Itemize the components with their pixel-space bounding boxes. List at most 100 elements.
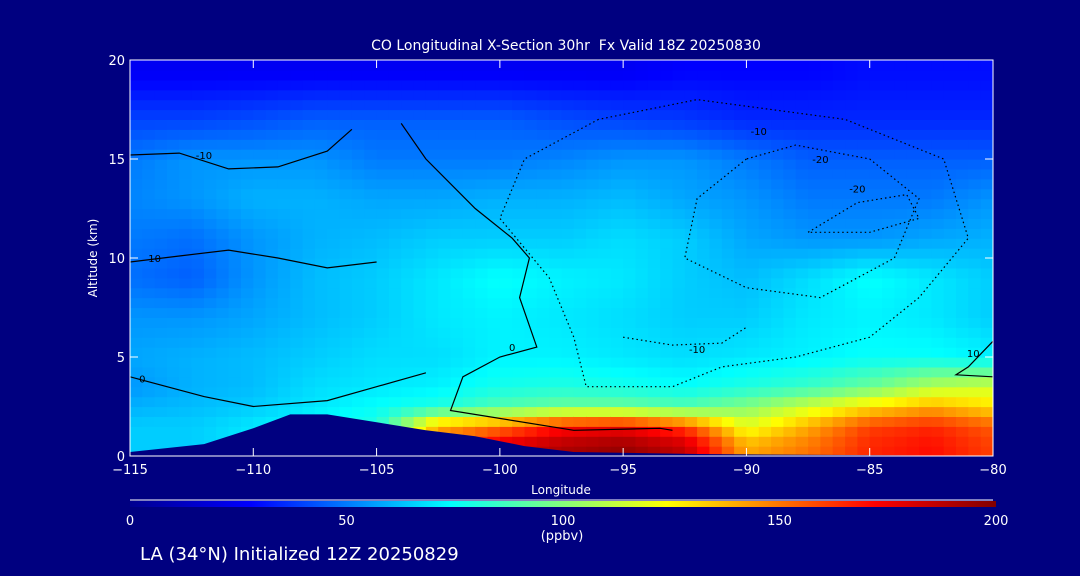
- field-cell: [672, 446, 686, 456]
- field-cell: [191, 188, 205, 200]
- field-cell: [142, 248, 156, 259]
- field-cell: [820, 376, 834, 388]
- contour-line: [130, 128, 353, 170]
- field-cell: [142, 188, 156, 200]
- field-cell: [635, 198, 649, 210]
- field-cell: [845, 89, 858, 101]
- field-cell: [919, 188, 932, 200]
- field-cell: [980, 149, 993, 160]
- field-cell: [413, 238, 427, 249]
- field-cell: [241, 366, 254, 378]
- field-cell: [204, 376, 217, 388]
- field-cell: [635, 188, 649, 200]
- field-cell: [623, 89, 636, 101]
- field-cell: [167, 79, 180, 91]
- field-cell: [598, 119, 612, 130]
- field-cell: [980, 376, 993, 388]
- field-cell: [586, 228, 600, 239]
- field-cell: [277, 99, 291, 111]
- field-cell: [241, 60, 254, 71]
- field-cell: [154, 317, 168, 328]
- field-cell: [475, 277, 489, 289]
- field-cell: [388, 79, 402, 91]
- field-cell: [253, 119, 267, 130]
- field-cell: [228, 416, 242, 427]
- field-cell: [499, 287, 513, 299]
- field-cell: [746, 277, 760, 289]
- field-cell: [869, 267, 883, 279]
- field-cell: [314, 79, 328, 91]
- field-cell: [598, 416, 612, 427]
- field-cell: [734, 69, 747, 81]
- field-cell: [425, 416, 439, 427]
- field-cell: [610, 149, 624, 160]
- field-cell: [536, 277, 550, 289]
- field-cell: [647, 89, 661, 101]
- field-cell: [462, 317, 476, 328]
- field-cell: [191, 347, 205, 358]
- field-cell: [154, 79, 168, 91]
- field-cell: [709, 416, 723, 427]
- field-cell: [697, 119, 710, 130]
- field-cell: [425, 258, 439, 269]
- field-cell: [573, 258, 587, 269]
- field-cell: [857, 218, 871, 229]
- field-cell: [204, 139, 217, 150]
- field-cell: [845, 79, 858, 91]
- field-cell: [598, 357, 612, 368]
- field-cell: [771, 297, 784, 309]
- field-cell: [783, 307, 797, 318]
- field-cell: [980, 79, 993, 91]
- field-cell: [968, 406, 982, 417]
- field-cell: [734, 317, 747, 328]
- field-cell: [783, 337, 797, 348]
- field-cell: [845, 258, 858, 269]
- field-cell: [610, 119, 624, 130]
- field-cell: [302, 366, 316, 378]
- field-cell: [327, 258, 341, 269]
- field-cell: [450, 129, 464, 140]
- field-cell: [906, 307, 920, 318]
- field-cell: [771, 149, 784, 160]
- field-cell: [758, 60, 772, 71]
- field-cell: [734, 188, 747, 200]
- field-cell: [845, 386, 858, 398]
- field-cell: [167, 228, 180, 239]
- field-cell: [783, 446, 797, 456]
- field-cell: [475, 327, 489, 338]
- field-cell: [684, 287, 698, 299]
- field-cell: [672, 347, 686, 358]
- field-cell: [943, 228, 957, 239]
- field-cell: [647, 327, 661, 338]
- field-cell: [771, 307, 784, 318]
- field-cell: [327, 79, 341, 91]
- field-cell: [943, 258, 957, 269]
- field-cell: [684, 228, 698, 239]
- field-cell: [438, 317, 452, 328]
- field-cell: [314, 317, 328, 328]
- field-cell: [635, 139, 649, 150]
- field-cell: [364, 396, 378, 408]
- field-cell: [327, 406, 341, 417]
- field-cell: [919, 89, 932, 101]
- field-cell: [499, 267, 513, 279]
- field-cell: [253, 109, 267, 120]
- field-cell: [635, 406, 649, 417]
- field-cell: [302, 139, 316, 150]
- field-cell: [438, 178, 452, 190]
- field-cell: [697, 307, 710, 318]
- field-cell: [919, 139, 932, 150]
- field-cell: [216, 238, 230, 249]
- field-cell: [561, 119, 575, 130]
- field-cell: [364, 366, 378, 378]
- field-cell: [512, 60, 526, 71]
- field-cell: [869, 99, 883, 111]
- field-cell: [204, 436, 217, 447]
- field-cell: [277, 386, 291, 398]
- field-cell: [241, 79, 254, 91]
- field-cell: [339, 198, 353, 210]
- field-cell: [376, 287, 390, 299]
- field-cell: [906, 366, 920, 378]
- field-cell: [499, 178, 513, 190]
- field-cell: [524, 159, 538, 170]
